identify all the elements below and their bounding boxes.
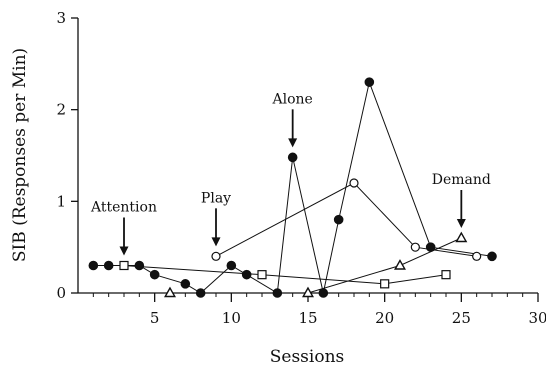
data-point-alone xyxy=(272,288,283,298)
x-tick-label: 5 xyxy=(150,309,160,327)
arrow-head-attention xyxy=(119,246,129,256)
data-point-alone xyxy=(487,251,497,262)
data-point-demand xyxy=(302,286,314,298)
data-point-alone xyxy=(287,152,298,163)
data-point-alone xyxy=(195,288,206,298)
data-point-attention xyxy=(119,260,129,271)
annotation-layer: Attention Play Alone Demand xyxy=(90,91,491,256)
annotation-label-play: Play xyxy=(201,190,231,206)
data-point-alone xyxy=(241,269,252,280)
data-point-play xyxy=(349,178,359,188)
x-axis-label: Sessions xyxy=(270,347,345,367)
data-point-alone xyxy=(226,260,237,271)
data-point-play xyxy=(472,251,482,261)
data-point-attention xyxy=(257,270,267,280)
data-point-alone xyxy=(103,260,114,271)
data-point-play xyxy=(410,242,420,252)
data-point-alone xyxy=(333,214,344,225)
data-point-alone xyxy=(425,242,436,252)
series-markers xyxy=(88,77,497,298)
arrow-head-alone xyxy=(288,138,298,148)
data-point-alone xyxy=(134,260,145,271)
series-line-play xyxy=(215,182,477,257)
data-point-play xyxy=(211,251,221,261)
data-point-attention xyxy=(441,270,451,280)
y-axis-label: SIB (Responses per Min) xyxy=(10,48,30,262)
data-point-alone xyxy=(180,279,191,289)
data-point-alone xyxy=(318,288,329,298)
data-point-alone xyxy=(88,260,99,271)
arrow-head-demand xyxy=(456,219,466,228)
annotation-label-attention: Attention xyxy=(90,200,157,216)
series-layer xyxy=(88,77,497,298)
y-tick-label: 2 xyxy=(56,101,66,119)
x-tick-label: 10 xyxy=(222,309,241,327)
y-tick-label: 1 xyxy=(56,192,66,210)
data-point-demand xyxy=(164,286,176,298)
series-line-attention xyxy=(123,265,447,285)
y-tick-label: 3 xyxy=(56,9,66,27)
data-point-demand xyxy=(455,231,468,243)
x-tick-label: 30 xyxy=(528,309,546,327)
annotation-label-demand: Demand xyxy=(432,172,491,188)
axes: 0 1 2 3 5 10 15 20 25 30 xyxy=(56,9,546,327)
y-tick-label: 0 xyxy=(56,284,66,302)
data-point-demand xyxy=(394,259,406,270)
data-point-alone xyxy=(364,77,375,87)
arrow-head-play xyxy=(211,237,221,247)
x-tick-label: 25 xyxy=(452,309,471,327)
annotation-label-alone: Alone xyxy=(272,91,313,107)
x-tick-label: 15 xyxy=(298,309,317,327)
data-point-alone xyxy=(149,269,160,280)
data-point-attention xyxy=(380,279,390,289)
x-tick-label: 20 xyxy=(375,309,394,327)
